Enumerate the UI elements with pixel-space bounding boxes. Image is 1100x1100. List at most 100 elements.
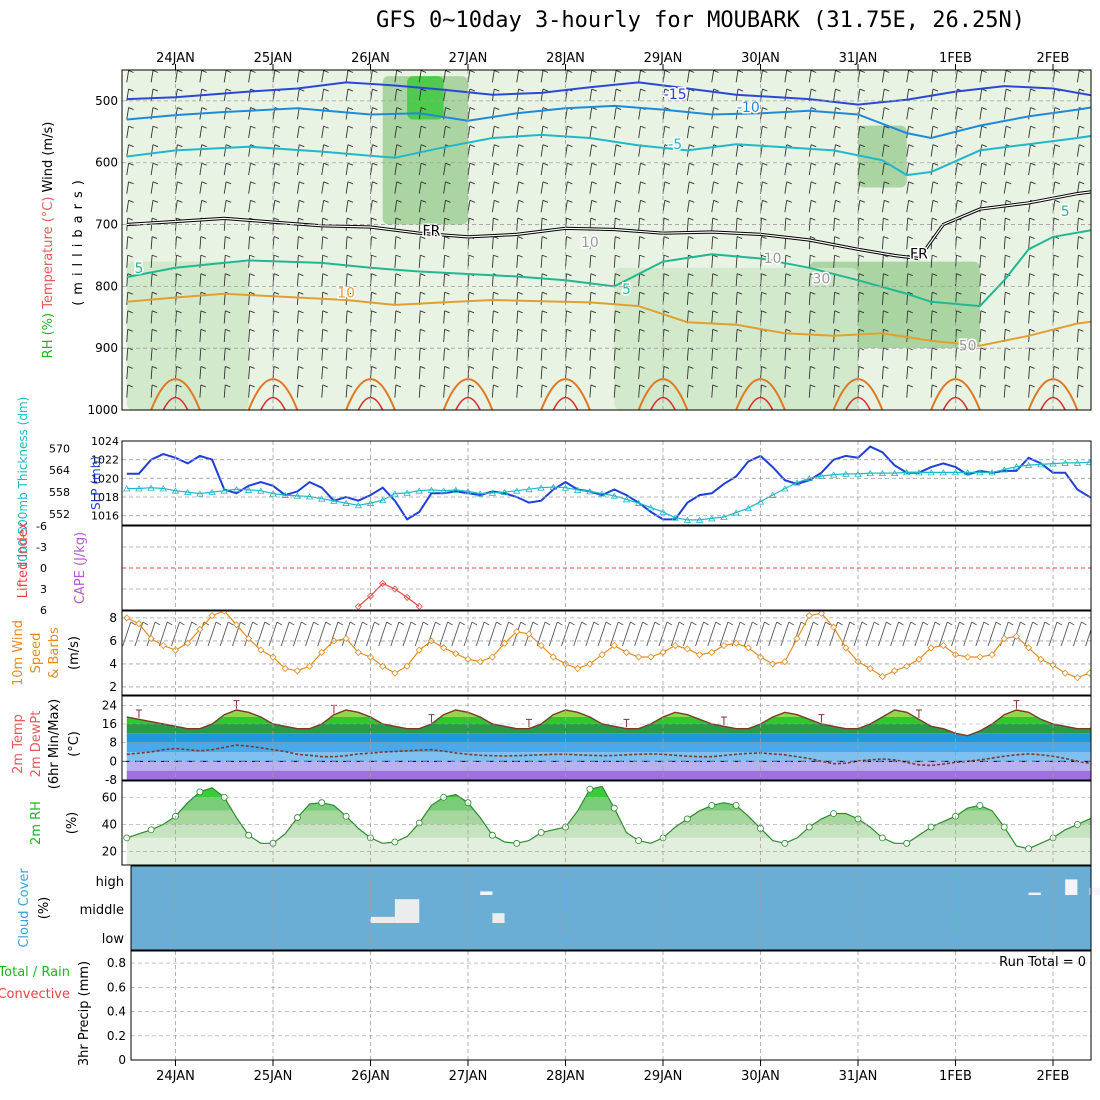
wind-barb: [175, 310, 182, 324]
wind-barb: [589, 254, 597, 268]
rh-tick: 20: [102, 844, 117, 858]
wind-barb: [418, 144, 427, 157]
bottom-day-label: 27JAN: [449, 1069, 488, 1084]
wind-barb: [638, 365, 645, 380]
wind-barb: [1028, 254, 1035, 268]
temp-max-marker: [623, 718, 630, 728]
wind-barb: [881, 365, 889, 380]
rh-point: [147, 826, 155, 834]
wind-barb: [589, 125, 597, 139]
wind-barb: [321, 347, 328, 361]
wind-barb: [833, 88, 841, 101]
clear-sky-block: [492, 913, 505, 923]
rh-point: [781, 839, 789, 847]
thickness-point: [744, 504, 753, 512]
wind-barb: [223, 199, 232, 213]
wind-barb: [833, 384, 840, 398]
wind-barb: [491, 125, 500, 139]
wind-barb: [808, 310, 816, 324]
wind-barb: [979, 328, 987, 343]
wind-barb: [491, 144, 500, 157]
wind-barb: [881, 70, 890, 83]
thickness-point: [939, 469, 948, 476]
wind-barb: [248, 310, 255, 324]
wind-barb: [589, 199, 597, 213]
wind-barb: [906, 384, 913, 398]
wind-barb: [199, 70, 207, 83]
panel-frames: [121, 64, 1092, 1066]
wind-barb: [223, 365, 231, 380]
wind-barb: [686, 273, 694, 287]
wind-barb: [272, 217, 280, 231]
wind-barb: [735, 162, 744, 176]
surface-wind-barb: [756, 621, 770, 647]
wind-barb: [711, 236, 718, 250]
rh-band: [126, 797, 1091, 811]
wind-barb: [126, 347, 133, 361]
wind-barb: [321, 70, 329, 83]
wind-barb: [516, 254, 523, 268]
lifted-index-point: [415, 602, 423, 610]
surface-wind-barb: [475, 621, 490, 647]
cloud-level-label: high: [96, 875, 124, 890]
wind-barb: [833, 310, 840, 324]
surface-wind-barb: [219, 621, 234, 647]
cloud-level-label: low: [102, 932, 125, 947]
wind-barb: [1028, 181, 1036, 194]
wind-speed-point: [403, 662, 411, 670]
hot-contour: [650, 396, 676, 410]
surface-wind-barb: [171, 621, 185, 647]
li-label: Lifted Index: [16, 521, 31, 598]
wind-barb: [833, 236, 840, 250]
wind-barb: [906, 365, 913, 380]
wind-barb: [248, 125, 256, 139]
wind-barb: [248, 384, 255, 398]
surface-wind-barb: [1060, 621, 1075, 647]
top-day-label: 2FEB: [1037, 51, 1070, 66]
thickness-point: [549, 483, 558, 490]
slp-tick: 1020: [91, 472, 119, 485]
wind-barb: [979, 347, 987, 361]
wind-barb: [370, 273, 377, 287]
wind-barb: [491, 162, 500, 176]
surface-wind-barb: [975, 621, 990, 647]
wind-barb: [150, 291, 158, 305]
temp-max-marker: [233, 700, 240, 709]
wind-barb: [321, 310, 328, 324]
wind-speed-point: [537, 641, 545, 650]
wind-barb: [1052, 162, 1061, 176]
wind-barb: [1028, 162, 1036, 176]
wind-barb: [126, 107, 134, 120]
thickness-point: [183, 488, 192, 496]
surface-wind-barb: [122, 621, 136, 647]
isotherm--10: [126, 104, 1091, 140]
wind-speed-point: [756, 653, 765, 661]
wind-speed-point: [695, 651, 704, 659]
isotherm-5: [126, 229, 1091, 308]
top-day-label: 30JAN: [741, 51, 780, 66]
wind-barb: [1028, 217, 1035, 231]
wind-barb: [540, 384, 548, 398]
wind-barb: [906, 273, 913, 287]
wind-barb: [345, 328, 353, 343]
wind-barb: [175, 107, 183, 120]
wind-barb: [394, 365, 402, 380]
thickness-point: [159, 485, 168, 492]
wind-barb: [516, 236, 523, 250]
wind-speed-point: [549, 653, 557, 661]
surface-wind-barb: [768, 621, 782, 647]
surface-wind-barb: [695, 621, 709, 647]
wind-barb: [126, 384, 133, 398]
clear-sky-block: [1028, 892, 1041, 895]
wind-barb: [589, 384, 597, 398]
surface-wind-barb: [390, 621, 405, 647]
wind-barb: [930, 125, 939, 139]
wind-barb: [223, 384, 231, 398]
thickness-point: [135, 485, 143, 492]
wind-barb: [126, 254, 133, 268]
thickness-point: [269, 490, 277, 497]
wind-speed-point: [391, 669, 399, 677]
wind-barb: [516, 365, 523, 380]
wind-barb: [296, 125, 305, 139]
thickness-point: [318, 495, 326, 502]
